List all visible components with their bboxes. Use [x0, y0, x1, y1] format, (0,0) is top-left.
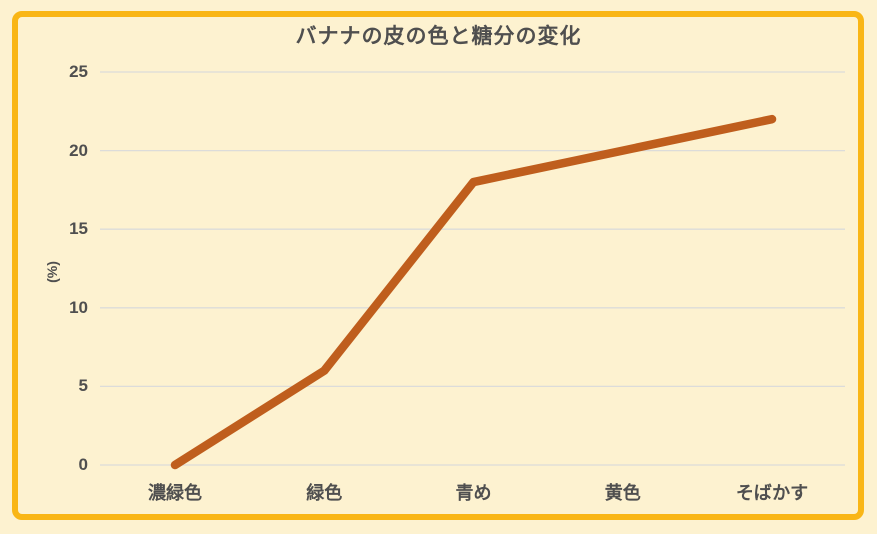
y-tick-label: 0 — [78, 455, 88, 474]
y-tick-label: 15 — [69, 219, 88, 239]
x-category-label: 黄色 — [604, 483, 641, 503]
x-category-label: そばかす — [735, 483, 809, 503]
y-tick-label: 5 — [78, 376, 88, 396]
chart-title: バナナの皮の色と糖分の変化 — [295, 25, 582, 48]
x-category-label: 青め — [455, 483, 492, 503]
x-category-label: 緑色 — [306, 483, 343, 503]
y-tick-label: 10 — [69, 297, 88, 317]
y-tick-label: 20 — [69, 140, 88, 160]
x-category-label: 濃緑色 — [148, 483, 202, 503]
gridlines — [100, 71, 845, 466]
y-axis-unit-label: (%) — [44, 261, 60, 283]
sugar-content-line-series — [170, 114, 777, 470]
y-tick-label: 25 — [69, 62, 88, 81]
